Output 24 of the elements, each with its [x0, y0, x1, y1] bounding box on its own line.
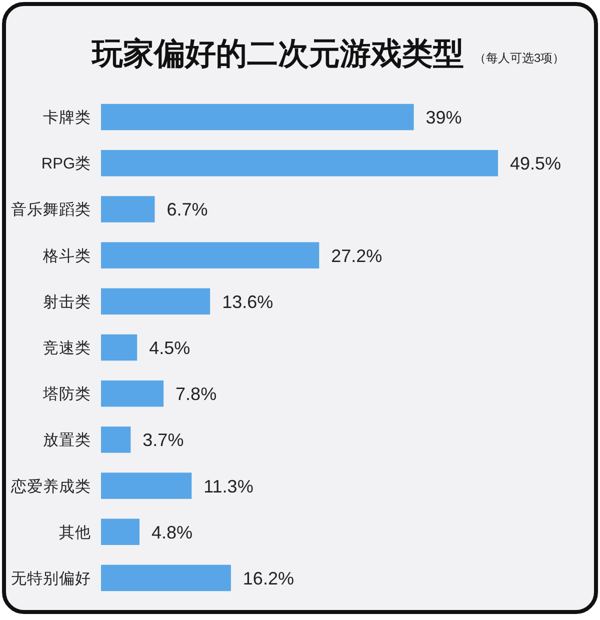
y-tick-label: 恋爱养成类	[10, 477, 91, 496]
data-label: 49.5%	[510, 154, 562, 174]
y-tick-label: 音乐舞蹈类	[11, 200, 91, 219]
data-label: 39%	[426, 108, 462, 128]
data-label: 11.3%	[204, 476, 254, 496]
data-label: 27.2%	[331, 246, 382, 266]
y-tick-label: 其他	[59, 523, 91, 542]
y-tick-label: 塔防类	[42, 385, 91, 404]
y-tick-label: 卡牌类	[43, 108, 91, 127]
data-label: 4.8%	[151, 522, 193, 542]
y-tick-label: 射击类	[43, 292, 91, 311]
y-tick-label: 无特别偏好	[11, 569, 91, 588]
data-label: 4.5%	[149, 338, 190, 358]
data-label: 7.8%	[176, 384, 217, 404]
data-label: 16.2%	[242, 568, 294, 588]
y-tick-label: 放置类	[43, 431, 91, 450]
data-label: 13.6%	[222, 292, 274, 312]
y-tick-label: 竞速类	[43, 339, 91, 357]
title: 玩家偏好的二次元游戏类型	[92, 36, 464, 71]
data-label: 3.7%	[142, 430, 184, 450]
subtitle: （每人可选3项）	[474, 51, 565, 65]
y-tick-label: 格斗类	[42, 246, 91, 265]
y-tick-label: RPG类	[41, 154, 91, 173]
data-label: 6.7%	[166, 200, 208, 220]
